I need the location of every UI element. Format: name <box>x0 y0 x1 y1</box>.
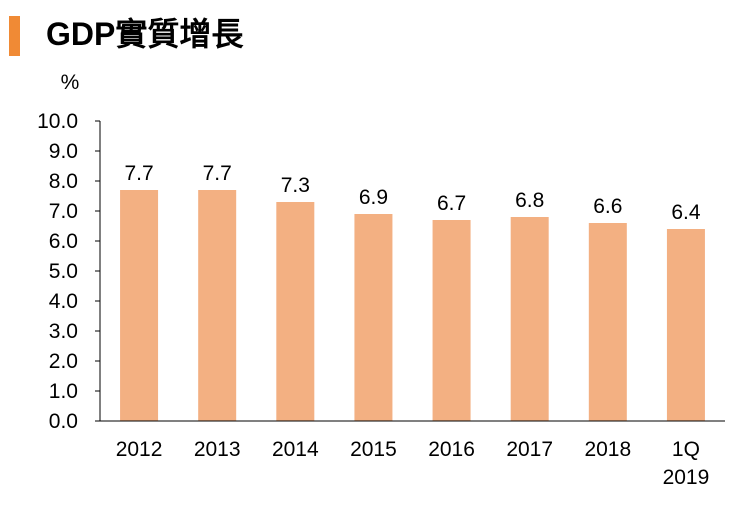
bar <box>432 220 471 421</box>
y-tick-label: 4.0 <box>49 290 78 313</box>
y-tick-label: 6.0 <box>49 230 78 253</box>
x-tick-label: 2016 <box>428 438 475 461</box>
y-axis-unit-label: % <box>61 71 80 94</box>
x-tick-label: 2015 <box>350 438 397 461</box>
y-tick-label: 10.0 <box>37 110 78 133</box>
data-label: 7.3 <box>281 174 310 197</box>
chart-title: GDP實質增長 <box>46 16 244 52</box>
data-label: 6.4 <box>671 201 701 224</box>
data-label: 7.7 <box>203 162 232 185</box>
data-label: 6.8 <box>515 189 544 212</box>
y-tick-label: 5.0 <box>49 260 78 283</box>
data-label: 7.7 <box>124 162 153 185</box>
y-tick-label: 3.0 <box>49 320 78 343</box>
data-label: 6.9 <box>359 186 388 209</box>
bar <box>276 202 315 421</box>
x-tick-label: 2014 <box>272 438 319 461</box>
x-tick-label: 1Q 2019 <box>663 438 710 489</box>
bar <box>588 223 627 421</box>
data-label: 6.6 <box>593 195 622 218</box>
bar <box>354 214 393 421</box>
bar <box>120 190 159 421</box>
y-tick-label: 7.0 <box>49 200 78 223</box>
y-tick-label: 9.0 <box>49 140 78 163</box>
x-tick-label: 2018 <box>584 438 631 461</box>
bar <box>510 217 549 421</box>
x-tick-label: 2013 <box>194 438 241 461</box>
bar <box>198 190 237 421</box>
y-tick-label: 2.0 <box>49 350 78 373</box>
x-tick-label: 2012 <box>116 438 163 461</box>
x-tick-label: 2017 <box>506 438 553 461</box>
title-accent-bar <box>9 16 20 56</box>
bar <box>666 229 705 421</box>
y-tick-label: 8.0 <box>49 170 78 193</box>
y-tick-label: 1.0 <box>49 380 78 403</box>
y-tick-label: 0.0 <box>49 410 78 433</box>
data-label: 6.7 <box>437 192 466 215</box>
